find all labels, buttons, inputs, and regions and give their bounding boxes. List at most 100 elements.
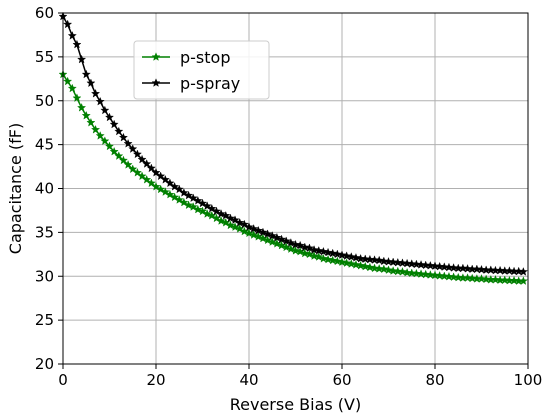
data-point bbox=[463, 273, 473, 282]
data-point bbox=[379, 264, 389, 274]
data-point bbox=[244, 222, 254, 231]
data-point bbox=[249, 224, 259, 233]
data-point bbox=[216, 216, 226, 225]
data-point bbox=[277, 234, 287, 244]
legend-box bbox=[133, 40, 270, 100]
data-point bbox=[174, 195, 184, 204]
data-point bbox=[179, 197, 189, 207]
x-tick-label: 0 bbox=[58, 371, 68, 389]
data-point bbox=[374, 264, 384, 273]
data-point bbox=[425, 260, 435, 270]
data-point bbox=[514, 266, 524, 276]
data-point bbox=[314, 246, 324, 255]
data-point bbox=[430, 270, 440, 280]
data-point bbox=[197, 206, 208, 216]
data-point bbox=[253, 225, 263, 235]
data-point bbox=[170, 192, 180, 202]
data-point bbox=[504, 266, 514, 275]
data-point bbox=[160, 174, 170, 184]
data-point bbox=[216, 209, 226, 218]
data-point bbox=[342, 251, 352, 260]
data-point bbox=[123, 160, 133, 169]
data-point bbox=[365, 254, 375, 264]
data-point bbox=[104, 141, 115, 151]
data-point bbox=[156, 184, 166, 194]
data-point bbox=[128, 144, 138, 153]
data-point bbox=[444, 262, 454, 272]
data-point bbox=[137, 171, 147, 181]
y-tick-label: 45 bbox=[35, 136, 54, 154]
data-point bbox=[114, 126, 124, 136]
x-tick-label: 20 bbox=[146, 371, 165, 389]
y-tick-label: 40 bbox=[35, 180, 54, 198]
data-point bbox=[360, 261, 370, 271]
data-point bbox=[100, 136, 110, 145]
data-point bbox=[114, 151, 124, 160]
y-tick-label: 60 bbox=[35, 4, 54, 22]
data-point bbox=[142, 159, 152, 168]
legend-label: p-spray bbox=[180, 74, 240, 93]
x-tick-label: 40 bbox=[239, 371, 258, 389]
data-point bbox=[518, 267, 528, 276]
data-point bbox=[109, 146, 119, 156]
data-point bbox=[370, 263, 380, 273]
data-point bbox=[453, 272, 463, 282]
data-point bbox=[411, 268, 421, 278]
data-point bbox=[449, 263, 459, 272]
data-point bbox=[225, 213, 235, 223]
data-point bbox=[342, 258, 352, 267]
data-point bbox=[118, 155, 128, 165]
data-point bbox=[458, 263, 468, 273]
data-point bbox=[142, 174, 152, 184]
data-point bbox=[314, 252, 324, 261]
data-point bbox=[416, 269, 426, 278]
data-point bbox=[184, 190, 194, 200]
data-point bbox=[160, 187, 170, 196]
data-point bbox=[393, 266, 403, 276]
data-point bbox=[151, 167, 161, 177]
data-point bbox=[67, 83, 77, 93]
data-point bbox=[379, 256, 389, 266]
series-p-stop bbox=[58, 69, 528, 285]
data-point bbox=[337, 257, 347, 267]
x-tick-label: 60 bbox=[332, 371, 351, 389]
legend-marker bbox=[151, 52, 161, 61]
data-point bbox=[337, 250, 347, 260]
data-point bbox=[267, 231, 277, 240]
y-axis-label: Capacitance (fF) bbox=[6, 123, 25, 254]
data-point bbox=[388, 266, 398, 275]
x-tick-label: 100 bbox=[514, 371, 543, 389]
data-point bbox=[109, 119, 119, 129]
data-point bbox=[72, 93, 82, 102]
data-point bbox=[309, 245, 319, 254]
data-point bbox=[351, 260, 361, 269]
data-point bbox=[509, 275, 519, 285]
data-point bbox=[63, 76, 73, 86]
data-point bbox=[476, 274, 487, 283]
data-point bbox=[137, 154, 147, 164]
data-point bbox=[132, 149, 142, 159]
data-point bbox=[95, 131, 105, 140]
data-point bbox=[123, 138, 133, 148]
data-point bbox=[439, 271, 449, 281]
data-point bbox=[230, 215, 240, 224]
data-point bbox=[132, 167, 142, 177]
data-point bbox=[151, 181, 161, 191]
data-point bbox=[235, 217, 245, 227]
data-point bbox=[388, 257, 398, 267]
data-point bbox=[467, 273, 477, 283]
data-point bbox=[346, 259, 356, 268]
data-point bbox=[72, 39, 82, 49]
data-point bbox=[481, 274, 491, 284]
data-point bbox=[486, 265, 496, 274]
data-point bbox=[421, 269, 431, 279]
data-point bbox=[193, 204, 203, 214]
series-p-spray bbox=[58, 11, 528, 276]
data-point bbox=[356, 260, 366, 270]
data-point bbox=[81, 69, 91, 79]
data-point bbox=[393, 257, 403, 267]
data-point bbox=[374, 255, 384, 265]
legend-label: p-stop bbox=[180, 48, 230, 67]
data-point bbox=[407, 268, 417, 278]
